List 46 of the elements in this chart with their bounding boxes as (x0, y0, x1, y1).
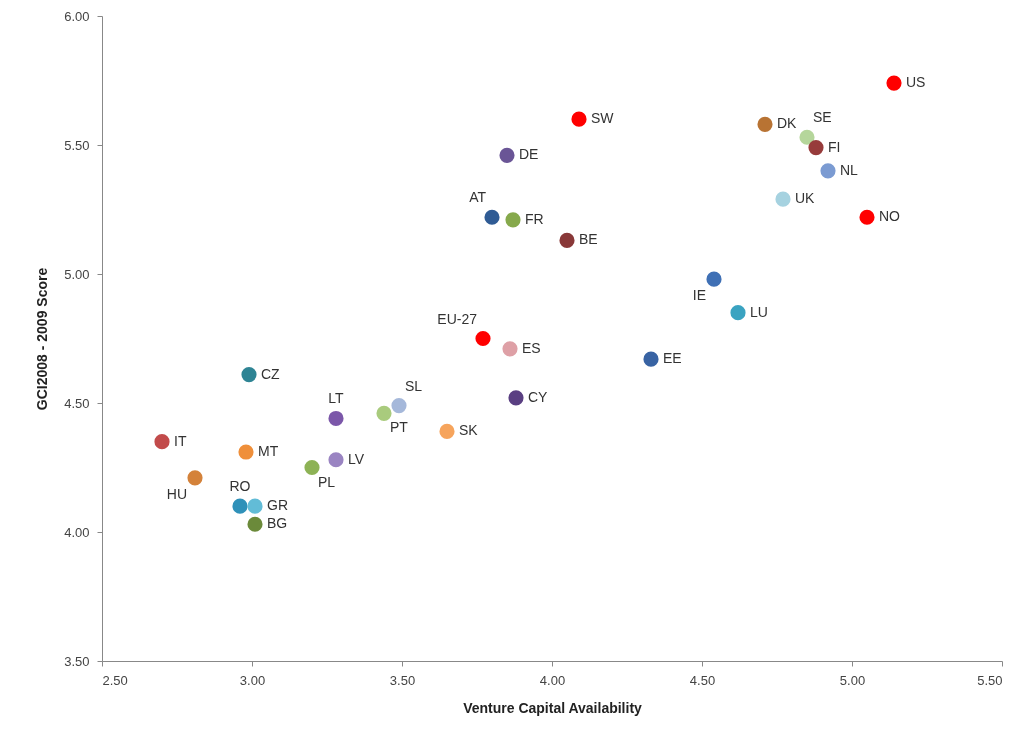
y-tick-label: 3.50 (64, 653, 90, 669)
series-label: UK (795, 190, 816, 207)
series-label: GR (267, 497, 288, 514)
series-label: PL (318, 473, 336, 490)
series-label: IE (692, 287, 706, 304)
series-label: ES (522, 339, 541, 356)
x-tick-label: 2.50 (102, 672, 128, 688)
series-label: DK (777, 115, 798, 132)
series-label: NL (840, 161, 859, 178)
y-tick-label: 5.00 (64, 266, 90, 282)
series-label: NO (879, 208, 901, 225)
series-label: SL (405, 377, 423, 394)
series-label: AT (469, 189, 487, 206)
series-label: LU (750, 303, 768, 320)
x-tick-label: 3.00 (239, 672, 266, 688)
series-label: SE (813, 109, 832, 126)
series-label: EU-27 (437, 310, 478, 327)
series-label: IT (174, 432, 187, 449)
series-label: FR (525, 210, 544, 227)
series-label: MT (258, 443, 279, 460)
series-label: SK (459, 422, 479, 439)
x-axis-title: Venture Capital Availability (463, 699, 643, 716)
series-label: HU (166, 485, 187, 502)
y-tick-label: 4.00 (64, 524, 90, 540)
series-label: RO (229, 478, 251, 495)
y-axis-title: GCI2008 - 2009 Score (34, 267, 51, 411)
series-label: CZ (261, 365, 281, 382)
x-tick-label: 5.00 (839, 672, 866, 688)
series-label: LV (348, 450, 365, 467)
x-tick-label: 3.50 (389, 672, 416, 688)
y-tick-label: 4.50 (64, 395, 90, 411)
series-label: SW (591, 110, 615, 127)
y-tick-label: 5.50 (64, 137, 90, 153)
y-tick-label: 6.00 (64, 8, 90, 24)
series-label: DE (519, 146, 539, 163)
series-label: CY (528, 388, 549, 405)
series-label: BG (267, 515, 288, 532)
series-label: BE (579, 231, 598, 248)
series-label: FI (828, 138, 841, 155)
series-label: PT (390, 419, 409, 436)
series-label: EE (663, 350, 682, 367)
x-tick-label: 4.00 (539, 672, 566, 688)
series-label: US (906, 74, 926, 91)
x-tick-label: 4.50 (689, 672, 716, 688)
x-tick-label: 5.50 (977, 672, 1003, 688)
series-label: LT (328, 390, 345, 407)
